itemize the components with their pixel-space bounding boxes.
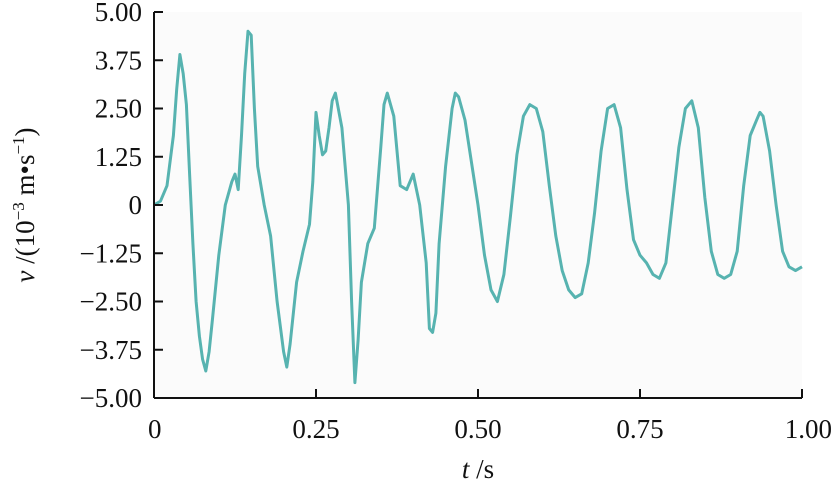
x-tick-label: 0: [148, 414, 162, 444]
y-tick-label: 2.50: [95, 94, 142, 124]
x-tick-label: 0.25: [292, 414, 339, 444]
y-tick-label: −3.75: [80, 335, 142, 365]
x-tick-label: 1.00: [785, 414, 832, 444]
x-axis-label: t /s: [462, 454, 494, 484]
x-axis-label-var: t: [462, 454, 471, 484]
y-tick-label: −1.25: [80, 238, 142, 268]
x-axis-label-unit: /s: [469, 454, 494, 484]
y-tick-label: −5.00: [80, 383, 142, 413]
y-axis-label-unit-post: ): [10, 127, 40, 136]
y-axis-label-unit-pre: /(10: [10, 220, 40, 270]
y-axis-label-var: v: [10, 271, 40, 283]
y-axis-label-unit-mid: m•s: [10, 155, 40, 203]
y-tick-label: 0: [129, 190, 143, 220]
y-axis-label: v /(10−3 m•s−1): [9, 127, 40, 282]
y-axis-label-exp2: −1: [9, 136, 28, 154]
y-tick-label: 3.75: [95, 45, 142, 75]
x-tick-label: 0.75: [616, 414, 663, 444]
y-axis-label-exp1: −3: [9, 202, 28, 220]
y-tick-label: 5.00: [95, 0, 142, 27]
ticks-layer: 0 0.25 0.50 0.75 1.00 5.00 3.75 2.50 1.25 0 −1.25 −…: [80, 0, 832, 444]
y-tick-label: −2.50: [80, 287, 142, 317]
series-line: [153, 29, 803, 385]
x-tick-label: 0.50: [454, 414, 501, 444]
series-layer: [153, 29, 803, 385]
y-tick-label: 1.25: [95, 142, 142, 172]
